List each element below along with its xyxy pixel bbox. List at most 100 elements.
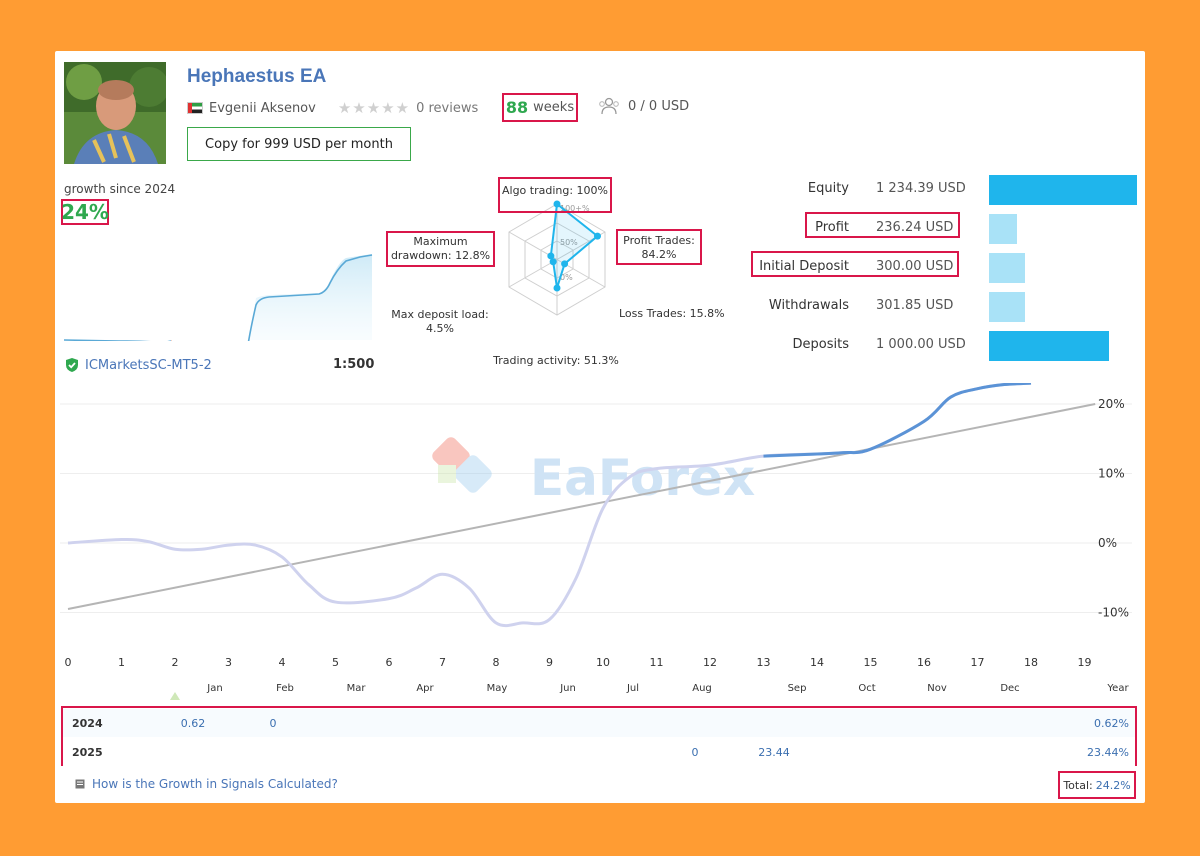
total-value: 24.2%	[1095, 778, 1131, 792]
broker-name[interactable]: ICMarketsSC-MT5-2	[85, 357, 212, 373]
radar-point	[553, 284, 561, 292]
year-label: 2025	[72, 746, 103, 759]
profit-trades-highlight	[616, 229, 702, 265]
subscribers-value: 0 / 0 USD	[628, 98, 690, 114]
radar-label-profit-trades: Profit Trades: 84.2%	[620, 234, 698, 262]
y-tick-label: 0%	[1098, 536, 1117, 550]
radar-ring-label-50: 50%	[560, 238, 578, 247]
leverage-value: 1:500	[333, 357, 375, 372]
radar-point	[549, 258, 557, 266]
help-link[interactable]: How is the Growth in Signals Calculated?	[75, 777, 338, 791]
y-tick-label: 10%	[1098, 467, 1125, 481]
x-tick-label: 14	[810, 656, 824, 669]
stat-bar	[989, 292, 1025, 322]
month-label: Year	[1106, 683, 1129, 694]
yearly-growth-table: 2024 0.62 0 0.62% 2025 0 23.44 23.44%	[61, 706, 1137, 766]
x-tick-label: 11	[650, 656, 664, 669]
month-value: 0.62	[180, 717, 206, 730]
radar-value-area	[549, 202, 600, 289]
watermark-logo-icon	[432, 437, 492, 493]
weeks-number: 88	[505, 98, 529, 117]
mini-growth-line-positive	[64, 339, 171, 341]
stat-label: Deposits	[792, 337, 849, 352]
radar-spoke	[508, 259, 558, 288]
radar-label-max-deposit-load: Max deposit load: 4.5%	[388, 308, 492, 336]
stat-row: Profit 236.24 USD	[745, 214, 1145, 244]
radar-label-max-drawdown: Maximum drawdown: 12.8%	[390, 235, 491, 263]
x-tick-label: 10	[596, 656, 610, 669]
radar-label-loss-trades: Loss Trades: 15.8%	[619, 307, 729, 321]
x-tick-label: 13	[757, 656, 771, 669]
x-tick-label: 3	[225, 656, 232, 669]
stat-row: Deposits 1 000.00 USD	[745, 331, 1145, 361]
x-tick-label: 7	[439, 656, 446, 669]
radar-point	[593, 232, 601, 240]
stat-label: Withdrawals	[768, 298, 849, 313]
stat-value: 1 234.39 USD	[876, 181, 966, 196]
avatar[interactable]	[64, 62, 166, 164]
author-row: Evgenii Aksenov ★★★★★ 0 reviews	[187, 99, 478, 117]
subscribers-info: 0 / 0 USD	[598, 97, 689, 115]
stat-bar	[989, 175, 1137, 205]
year-row: 2024 0.62 0 0.62%	[63, 709, 1135, 737]
month-value: 0	[269, 717, 277, 730]
x-tick-label: 17	[971, 656, 985, 669]
reviews-count[interactable]: 0 reviews	[416, 100, 479, 116]
signal-card: Hephaestus EA Evgenii Aksenov ★★★★★ 0 re…	[55, 51, 1145, 803]
month-label: Oct	[858, 683, 875, 694]
x-tick-label: 12	[703, 656, 717, 669]
month-label: May	[487, 683, 508, 694]
month-label: Jan	[206, 683, 222, 694]
stat-value: 300.00 USD	[876, 259, 954, 274]
stat-highlight	[751, 251, 959, 277]
signal-title[interactable]: Hephaestus EA	[187, 66, 327, 87]
year-total: 23.44%	[1087, 746, 1129, 759]
total-growth: Total: 24.2%	[1058, 771, 1136, 799]
year-total: 0.62%	[1094, 717, 1129, 730]
x-tick-label: 2	[172, 656, 179, 669]
avatar-image	[64, 62, 166, 164]
event-marker-icon	[170, 692, 180, 700]
author-name[interactable]: Evgenii Aksenov	[209, 100, 316, 116]
month-label: Dec	[1000, 683, 1019, 694]
broker-info[interactable]: ICMarketsSC-MT5-2	[64, 357, 212, 373]
radar-point	[547, 252, 555, 260]
stat-label: Profit	[815, 220, 849, 235]
month-label: Apr	[416, 683, 434, 694]
month-label: Jul	[626, 683, 639, 694]
growth-value: 24%	[61, 199, 109, 225]
stat-row: Initial Deposit 300.00 USD	[745, 253, 1145, 283]
copy-subscribe-button[interactable]: Copy for 999 USD per month	[187, 127, 411, 161]
x-tick-label: 6	[386, 656, 393, 669]
stat-highlight	[805, 212, 960, 238]
month-label: Sep	[788, 683, 807, 694]
watermark-text: EaForex	[530, 449, 755, 507]
mini-growth-chart	[64, 254, 373, 341]
help-link-text[interactable]: How is the Growth in Signals Calculated?	[92, 777, 338, 791]
radar-label-algo: Algo trading: 100%	[501, 184, 609, 198]
help-doc-icon	[75, 779, 85, 789]
mini-growth-line-rise	[247, 254, 373, 341]
month-label: Aug	[692, 683, 712, 694]
x-tick-label: 1	[118, 656, 125, 669]
growth-main-chart: EaForex 20%10%0%-10%0 1 2 3 4 5 6 7 8 9 10 11 12 13 14…	[60, 383, 1132, 700]
weeks-label: weeks	[533, 100, 575, 115]
stat-bar	[989, 331, 1109, 361]
rating-stars-icon: ★★★★★	[337, 99, 411, 117]
stat-value: 1 000.00 USD	[876, 337, 966, 352]
x-tick-label: 0	[65, 656, 72, 669]
month-label: Mar	[347, 683, 367, 694]
x-tick-label: 18	[1024, 656, 1038, 669]
radar-label-trading-activity: Trading activity: 51.3%	[488, 354, 624, 368]
stat-label: Initial Deposit	[759, 259, 849, 274]
stat-value: 301.85 USD	[876, 298, 954, 313]
x-tick-label: 5	[332, 656, 339, 669]
mini-positive-area	[249, 254, 372, 340]
month-value: 0	[691, 746, 699, 759]
x-tick-label: 9	[546, 656, 553, 669]
month-label: Nov	[927, 683, 947, 694]
month-label: Feb	[276, 683, 294, 694]
trend-line	[67, 403, 1096, 611]
radar-point	[561, 260, 569, 268]
year-row: 2025 0 23.44 23.44%	[63, 738, 1135, 766]
